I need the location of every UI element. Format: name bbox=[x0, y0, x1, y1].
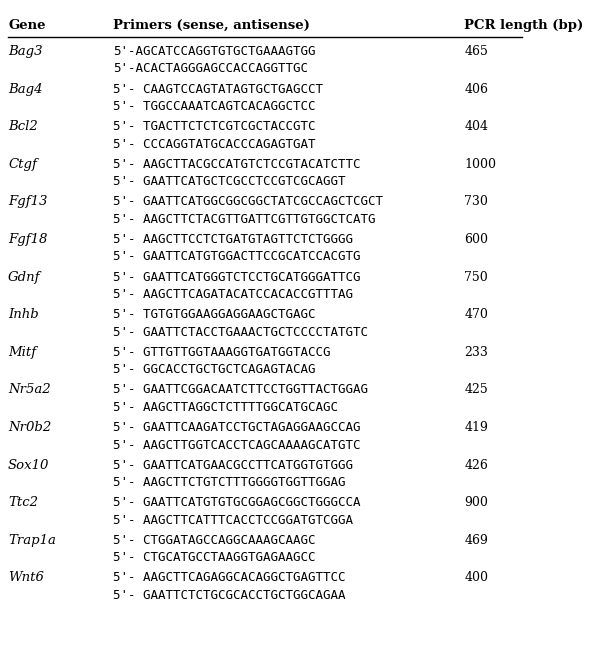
Text: Nr5a2: Nr5a2 bbox=[8, 383, 50, 396]
Text: 400: 400 bbox=[465, 572, 488, 585]
Text: 5'- AAGCTTCAGAGGCACAGGCTGAGTTCC: 5'- AAGCTTCAGAGGCACAGGCTGAGTTCC bbox=[113, 572, 345, 585]
Text: Trap1a: Trap1a bbox=[8, 534, 56, 547]
Text: 5'- TGGCCAAATCAGTCACAGGCTCC: 5'- TGGCCAAATCAGTCACAGGCTCC bbox=[113, 100, 315, 113]
Text: 404: 404 bbox=[465, 120, 488, 133]
Text: 5'- GAATTCATGCTCGCCTCCGTCGCAGGT: 5'- GAATTCATGCTCGCCTCCGTCGCAGGT bbox=[113, 175, 345, 188]
Text: 1000: 1000 bbox=[465, 158, 496, 171]
Text: 5'- AAGCTTACGCCATGTCTCCGTACATCTTC: 5'- AAGCTTACGCCATGTCTCCGTACATCTTC bbox=[113, 158, 361, 171]
Text: Wnt6: Wnt6 bbox=[8, 572, 44, 585]
Text: Bag3: Bag3 bbox=[8, 45, 43, 58]
Text: 5'- AAGCTTCAGATACATCCACACCGTTTAG: 5'- AAGCTTCAGATACATCCACACCGTTTAG bbox=[113, 288, 353, 301]
Text: 5'- GAATTCATGGGTCTCCTGCATGGGATTCG: 5'- GAATTCATGGGTCTCCTGCATGGGATTCG bbox=[113, 271, 361, 284]
Text: Ttc2: Ttc2 bbox=[8, 496, 38, 509]
Text: 5'-AGCATCCAGGTGTGCTGAAAGTGG: 5'-AGCATCCAGGTGTGCTGAAAGTGG bbox=[113, 45, 315, 58]
Text: 406: 406 bbox=[465, 82, 488, 95]
Text: Inhb: Inhb bbox=[8, 308, 39, 321]
Text: Gene: Gene bbox=[8, 19, 46, 32]
Text: Fgf13: Fgf13 bbox=[8, 196, 48, 209]
Text: 730: 730 bbox=[465, 196, 488, 209]
Text: 5'- GAATTCATGTGTGCGGAGCGGCTGGGCCA: 5'- GAATTCATGTGTGCGGAGCGGCTGGGCCA bbox=[113, 496, 361, 509]
Text: 5'- GTTGTTGGTAAAGGTGATGGTACCG: 5'- GTTGTTGGTAAAGGTGATGGTACCG bbox=[113, 346, 330, 359]
Text: 5'- TGACTTCTCTCGTCGCTACCGTC: 5'- TGACTTCTCTCGTCGCTACCGTC bbox=[113, 120, 315, 133]
Text: 5'- AAGCTTGGTCACCTCAGCAAAAGCATGTC: 5'- AAGCTTGGTCACCTCAGCAAAAGCATGTC bbox=[113, 439, 361, 451]
Text: 5'- AAGCTTCTGTCTTTGGGGTGGTTGGAG: 5'- AAGCTTCTGTCTTTGGGGTGGTTGGAG bbox=[113, 476, 345, 489]
Text: 5'- CAAGTCCAGTATAGTGCTGAGCCT: 5'- CAAGTCCAGTATAGTGCTGAGCCT bbox=[113, 82, 323, 95]
Text: 5'- GAATTCATGGCGGCGGCTATCGCCAGCTCGCT: 5'- GAATTCATGGCGGCGGCTATCGCCAGCTCGCT bbox=[113, 196, 383, 209]
Text: Primers (sense, antisense): Primers (sense, antisense) bbox=[113, 19, 310, 32]
Text: 5'- TGTGTGGAAGGAGGAAGCTGAGC: 5'- TGTGTGGAAGGAGGAAGCTGAGC bbox=[113, 308, 315, 321]
Text: 425: 425 bbox=[465, 383, 488, 396]
Text: 469: 469 bbox=[465, 534, 488, 547]
Text: 5'- AAGCTTCATTTCACCTCCGGATGTCGGA: 5'- AAGCTTCATTTCACCTCCGGATGTCGGA bbox=[113, 514, 353, 526]
Text: Gdnf: Gdnf bbox=[8, 271, 40, 284]
Text: 5'- AAGCTTCTACGTTGATTCGTTGTGGCTCATG: 5'- AAGCTTCTACGTTGATTCGTTGTGGCTCATG bbox=[113, 213, 375, 226]
Text: Ctgf: Ctgf bbox=[8, 158, 37, 171]
Text: 5'- GAATTCATGTGGACTTCCGCATCCACGTG: 5'- GAATTCATGTGGACTTCCGCATCCACGTG bbox=[113, 250, 361, 264]
Text: 5'- CTGGATAGCCAGGCAAAGCAAGC: 5'- CTGGATAGCCAGGCAAAGCAAGC bbox=[113, 534, 315, 547]
Text: Nr0b2: Nr0b2 bbox=[8, 421, 51, 434]
Text: 900: 900 bbox=[465, 496, 488, 509]
Text: Sox10: Sox10 bbox=[8, 458, 49, 472]
Text: 5'- CCCAGGTATGCACCCAGAGTGAT: 5'- CCCAGGTATGCACCCAGAGTGAT bbox=[113, 137, 315, 150]
Text: 465: 465 bbox=[465, 45, 488, 58]
Text: 5'- GAATTCATGAACGCCTTCATGGTGTGGG: 5'- GAATTCATGAACGCCTTCATGGTGTGGG bbox=[113, 458, 353, 472]
Text: 419: 419 bbox=[465, 421, 488, 434]
Text: 5'- GAATTCTCTGCGCACCTGCTGGCAGAA: 5'- GAATTCTCTGCGCACCTGCTGGCAGAA bbox=[113, 589, 345, 602]
Text: Fgf18: Fgf18 bbox=[8, 233, 48, 246]
Text: 5'- CTGCATGCCTAAGGTGAGAAGCC: 5'- CTGCATGCCTAAGGTGAGAAGCC bbox=[113, 551, 315, 564]
Text: 470: 470 bbox=[465, 308, 488, 321]
Text: 600: 600 bbox=[465, 233, 488, 246]
Text: 5'- GAATTCAAGATCCTGCTAGAGGAAGCCAG: 5'- GAATTCAAGATCCTGCTAGAGGAAGCCAG bbox=[113, 421, 361, 434]
Text: 5'- GAATTCGGACAATCTTCCTGGTTACTGGAG: 5'- GAATTCGGACAATCTTCCTGGTTACTGGAG bbox=[113, 383, 368, 396]
Text: Bcl2: Bcl2 bbox=[8, 120, 38, 133]
Text: 5'- AAGCTTCCTCTGATGTAGTTCTCTGGGG: 5'- AAGCTTCCTCTGATGTAGTTCTCTGGGG bbox=[113, 233, 353, 246]
Text: 5'-ACACTAGGGAGCCACCAGGTTGC: 5'-ACACTAGGGAGCCACCAGGTTGC bbox=[113, 62, 308, 75]
Text: 426: 426 bbox=[465, 458, 488, 472]
Text: Bag4: Bag4 bbox=[8, 82, 43, 95]
Text: 233: 233 bbox=[465, 346, 488, 359]
Text: 5'- GAATTCTACCTGAAACTGCTCCCCTATGTC: 5'- GAATTCTACCTGAAACTGCTCCCCTATGTC bbox=[113, 326, 368, 339]
Text: 5'- AAGCTTAGGCTCTTTTGGCATGCAGC: 5'- AAGCTTAGGCTCTTTTGGCATGCAGC bbox=[113, 401, 338, 414]
Text: Mitf: Mitf bbox=[8, 346, 36, 359]
Text: 5'- GGCACCTGCTGCTCAGAGTACAG: 5'- GGCACCTGCTGCTCAGAGTACAG bbox=[113, 364, 315, 376]
Text: PCR length (bp): PCR length (bp) bbox=[465, 19, 583, 32]
Text: 750: 750 bbox=[465, 271, 488, 284]
